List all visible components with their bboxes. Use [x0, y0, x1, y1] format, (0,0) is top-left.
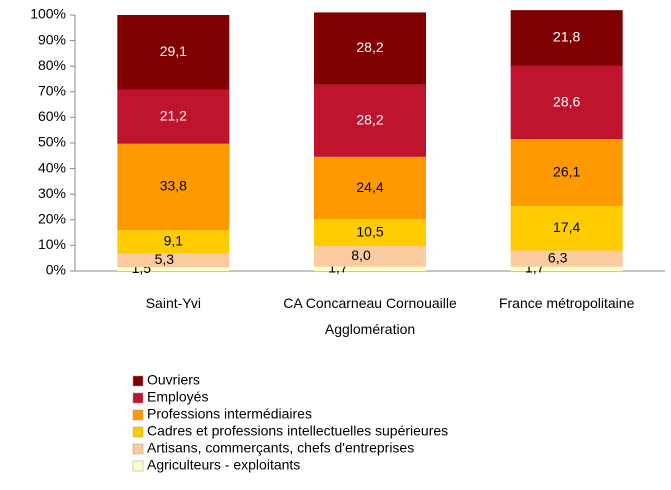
value-label: 5,3	[155, 251, 175, 267]
legend-label: Professions intermédiaires	[147, 406, 312, 422]
y-tick-label: 10%	[38, 236, 66, 252]
value-label: 21,8	[553, 29, 580, 45]
bar-segment	[117, 253, 230, 268]
y-tick-label: 50%	[38, 134, 66, 150]
value-label: 6,3	[548, 249, 568, 265]
bar-segment	[117, 230, 230, 254]
y-tick-label: 70%	[38, 83, 66, 99]
y-tick-label: 0%	[46, 262, 66, 278]
bar-segment	[117, 267, 230, 271]
legend-swatch	[132, 443, 144, 455]
legend-label: Cadres et professions intellectuelles su…	[147, 423, 448, 439]
bar-segment	[510, 266, 623, 271]
bar-segment	[117, 143, 230, 231]
x-tick-label: Saint-Yvi	[145, 295, 201, 311]
legend-label: Employés	[147, 389, 208, 405]
y-tick-label: 90%	[38, 31, 66, 47]
bar-segment	[117, 15, 230, 90]
bar-segment	[314, 12, 426, 85]
y-tick-label: 80%	[38, 57, 66, 73]
bar-segment	[314, 156, 426, 220]
value-label: 28,6	[553, 93, 580, 109]
bar-segment	[314, 266, 426, 271]
legend-label: Artisans, commerçants, chefs d'entrepris…	[147, 440, 414, 456]
x-tick-label: CA Concarneau Cornouaille Agglomération	[283, 295, 457, 337]
legend-label: Ouvriers	[147, 372, 200, 388]
y-tick-label: 40%	[38, 159, 66, 175]
bar-segment	[314, 84, 426, 157]
value-label: 10,5	[356, 223, 383, 239]
value-label: 29,1	[160, 43, 187, 59]
y-tick-label: 60%	[38, 108, 66, 124]
value-label: 26,1	[553, 163, 580, 179]
bar-segment	[510, 250, 623, 267]
value-label: 28,2	[356, 39, 383, 55]
legend-swatch	[132, 375, 144, 387]
legend-swatch	[132, 392, 144, 404]
value-label: 17,4	[553, 219, 580, 235]
value-label: 8,0	[351, 247, 371, 263]
bar-segment	[314, 219, 426, 247]
bar-segment	[510, 205, 623, 251]
value-label: 28,2	[356, 111, 383, 127]
bar-segment	[510, 65, 623, 140]
x-tick-label: France métropolitaine	[498, 295, 635, 311]
bar-segment	[510, 10, 623, 66]
value-label: 21,2	[160, 107, 187, 123]
legend-swatch	[132, 460, 144, 472]
legend-label: Agriculteurs - exploitants	[147, 457, 300, 473]
y-tick-label: 100%	[30, 6, 66, 22]
value-label: 33,8	[160, 178, 187, 194]
bar-segment	[314, 246, 426, 267]
legend-swatch	[132, 426, 144, 438]
bar-segment	[510, 139, 623, 206]
legend-swatch	[132, 409, 144, 421]
value-label: 24,4	[356, 179, 383, 195]
bar-segment	[117, 89, 230, 144]
y-tick-label: 30%	[38, 185, 66, 201]
value-label: 9,1	[164, 233, 184, 249]
y-tick-label: 20%	[38, 211, 66, 227]
